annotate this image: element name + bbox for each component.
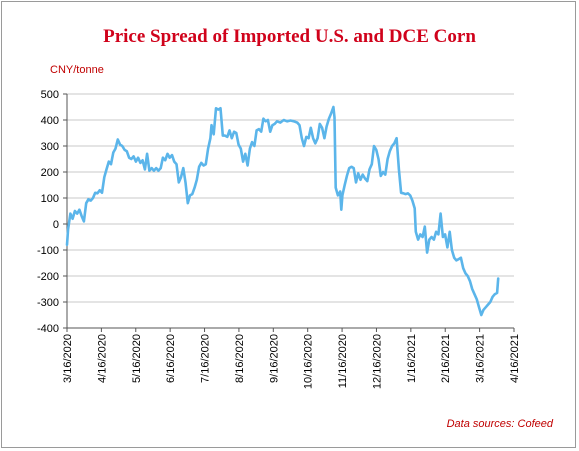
x-tick-label: 4/16/2020 [96,334,108,383]
chart-title: Price Spread of Imported U.S. and DCE Co… [103,26,476,47]
x-tick-label: 3/16/2021 [475,334,487,383]
x-tick-label: 11/16/2020 [337,334,349,388]
gridlines [67,93,514,329]
x-tick-label: 9/16/2020 [268,334,280,383]
y-tick-label: 400 [41,115,59,127]
x-tick-label: 5/16/2020 [131,334,143,383]
x-tick-label: 8/16/2020 [234,334,246,383]
series-line [65,105,500,317]
y-tick-label: 500 [41,89,59,101]
x-tick-label: 7/16/2020 [200,334,212,383]
y-tick-label: -200 [37,271,59,283]
y-tick-label: 0 [53,219,59,231]
y-axis-tick-labels: 500 400 300 200 100 0 -100 -200 -300 -400 [37,89,59,335]
x-tick-label: 10/16/2020 [303,334,315,389]
y-tick-label: 300 [41,141,59,153]
y-tick-label: -100 [37,245,59,257]
y-tick-label: 100 [41,193,59,205]
y-axis-unit-label: CNY/tonne [50,64,104,76]
x-tick-label: 1/16/2021 [406,334,418,383]
x-tick-label: 2/16/2021 [440,334,452,383]
x-tick-label: 6/16/2020 [165,334,177,383]
x-tick-label: 4/16/2021 [509,334,521,383]
y-tick-label: -300 [37,297,59,309]
axes [63,93,515,332]
data-source-note: Data sources: Cofeed [446,418,553,430]
x-axis-tick-labels: 3/16/2020 4/16/2020 5/16/2020 6/16/2020 7/16… [62,334,521,389]
series-layer [65,105,500,317]
x-tick-label: 3/16/2020 [62,334,74,383]
x-tick-label: 12/16/2020 [371,334,383,389]
y-tick-label: -400 [37,323,59,335]
y-tick-label: 200 [41,167,59,179]
